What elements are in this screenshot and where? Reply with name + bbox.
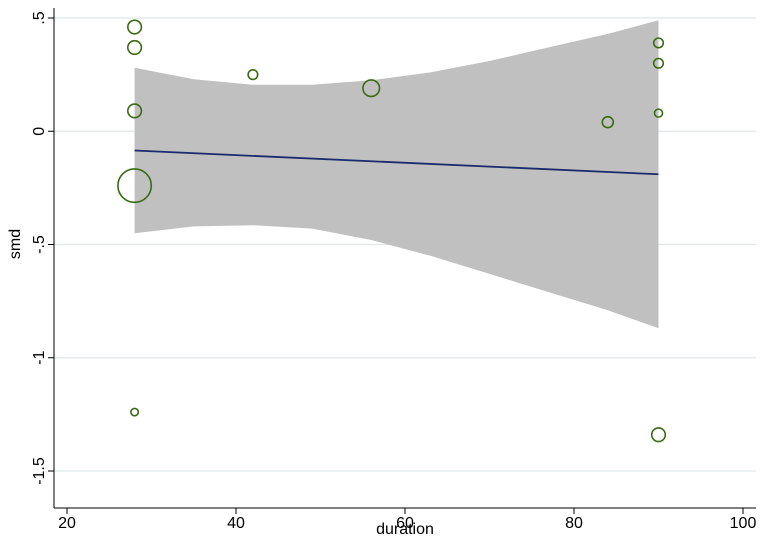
confidence-band	[134, 20, 659, 329]
x-axis-title: duration	[376, 521, 434, 538]
tick-labels: 20 40 60 80 100 .5 0 -.5 -1 -1.5	[31, 11, 756, 532]
x-tick-label: 40	[227, 515, 245, 532]
data-point	[247, 69, 259, 81]
fit-line-layer	[134, 149, 659, 176]
data-point	[650, 427, 667, 443]
y-tick-label: -1.5	[31, 457, 48, 485]
x-tick-label: 100	[730, 515, 757, 532]
data-point	[127, 103, 143, 119]
x-tick-label: 80	[565, 515, 583, 532]
data-point	[601, 115, 615, 129]
data-point	[127, 19, 143, 35]
data-point	[652, 57, 665, 69]
y-tick-label: -.5	[31, 235, 48, 254]
x-tick-label: 60	[396, 515, 414, 532]
y-tick-label: 0	[31, 127, 48, 136]
x-tick-label: 20	[58, 515, 76, 532]
axes	[48, 8, 756, 514]
y-axis-title: smd	[7, 229, 24, 259]
fit-line	[134, 149, 659, 176]
data-point	[117, 168, 153, 204]
points-layer	[117, 19, 667, 443]
data-point	[362, 79, 381, 98]
data-point	[127, 39, 143, 56]
data-point	[652, 37, 665, 49]
y-tick-label: -1	[31, 351, 48, 365]
data-point	[653, 108, 664, 118]
y-tick-label: .5	[31, 11, 48, 24]
data-point	[130, 407, 140, 417]
confidence-band-layer	[134, 20, 659, 329]
